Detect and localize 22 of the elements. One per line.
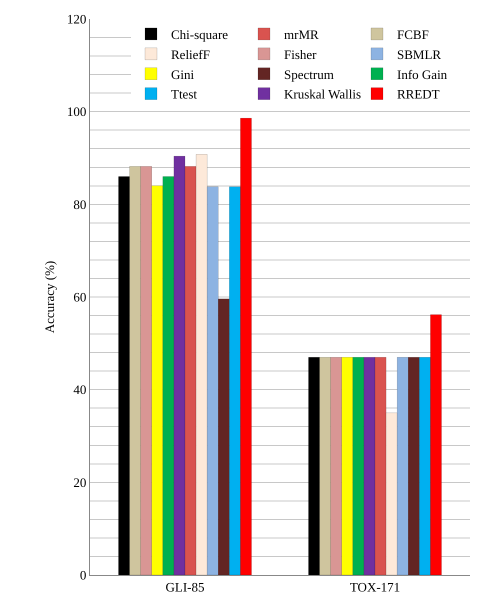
y-tick-label: 120	[66, 12, 86, 27]
legend-label: Fisher	[284, 46, 318, 62]
y-tick-label: 60	[73, 290, 86, 305]
y-tick-label: 0	[80, 568, 86, 583]
x-tick-label: GLI-85	[166, 580, 204, 595]
y-tick-label: 80	[73, 196, 86, 212]
legend-label: mrMR	[284, 27, 319, 42]
y-tick-label: 100	[66, 104, 86, 120]
legend-label: Gini	[171, 66, 194, 82]
y-tick-label: 20	[73, 474, 86, 490]
y-axis-title: Accuracy (%)	[42, 260, 57, 334]
legend-label: Ttest	[171, 86, 198, 102]
legend-label: Spectrum	[284, 66, 334, 82]
legend-label: ReliefF	[171, 46, 210, 62]
legend-label: Info Gain	[397, 66, 448, 82]
y-tick-label: 40	[73, 382, 86, 398]
legend-label: SBMLR	[397, 46, 442, 62]
legend-label: FCBF	[397, 27, 429, 42]
legend-label: RREDT	[397, 86, 440, 102]
legend-label: Kruskal Wallis	[284, 86, 362, 102]
x-tick-label: TOX-171	[350, 580, 400, 595]
legend-label: Chi-square	[171, 27, 228, 42]
